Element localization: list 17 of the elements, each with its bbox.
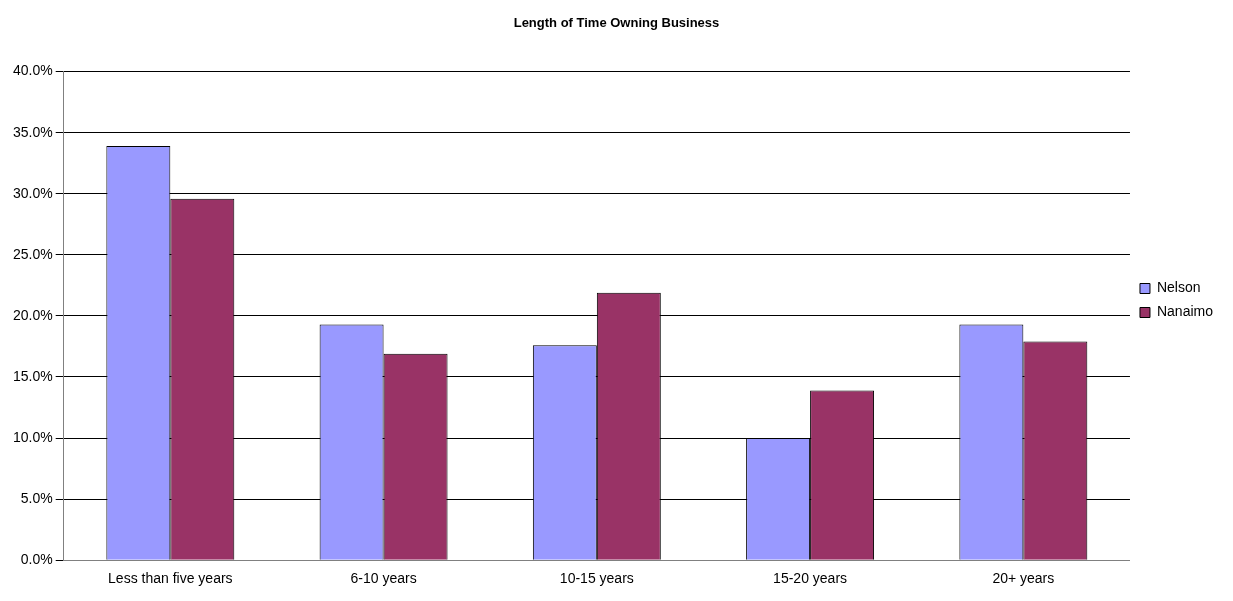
y-tick-label: 5.0%	[20, 489, 53, 506]
x-tick-label: 10-15 years	[559, 570, 634, 587]
legend-label: Nelson	[1156, 279, 1201, 296]
chart-title: Length of Time Owning Business	[513, 15, 720, 31]
x-tick-label: 20+ years	[992, 570, 1055, 587]
legend-label: Nanaimo	[1156, 303, 1214, 320]
y-tick-label: 0.0%	[20, 551, 53, 568]
x-tick-label: 15-20 years	[773, 570, 848, 587]
y-tick-label: 40.0%	[12, 62, 53, 79]
y-tick-label: 20.0%	[12, 306, 53, 323]
y-tick-label: 10.0%	[12, 428, 53, 445]
x-tick-label: Less than five years	[108, 570, 233, 587]
y-tick-label: 15.0%	[12, 367, 53, 384]
y-tick-label: 30.0%	[12, 184, 53, 201]
y-tick-label: 35.0%	[12, 123, 53, 140]
x-tick-label: 6-10 years	[350, 570, 417, 587]
y-tick-label: 25.0%	[12, 245, 53, 262]
